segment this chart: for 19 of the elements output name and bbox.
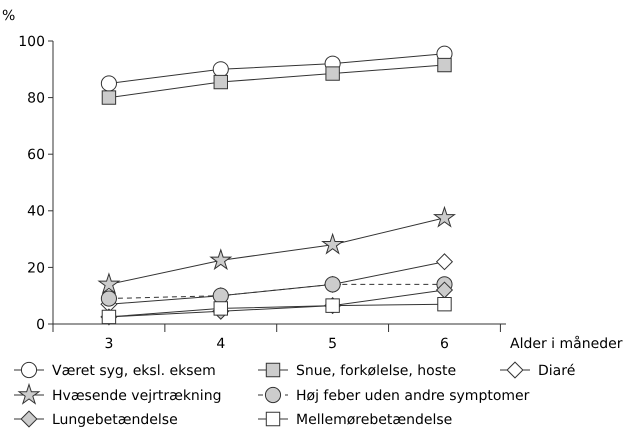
x-tick-label: 5 [328,336,338,352]
x-tick-label: 6 [440,336,450,352]
y-tick-label: 0 [36,316,45,333]
legend-label: Hvæsende vejrtrækning [52,388,222,404]
legend-label: Høj feber uden andre symptomer [296,388,530,404]
x-tick-label: 4 [216,336,226,352]
y-tick-label: 80 [27,90,45,106]
y-tick-label: 20 [27,260,45,276]
legend-label: Mellemørebetændelse [296,412,452,428]
y-tick-label: 100 [18,34,45,50]
x-tick-label: 3 [104,336,114,352]
legend-label: Diaré [538,362,576,379]
y-axis-title: % [2,8,16,24]
y-tick-label: 60 [27,147,45,164]
x-axis-title: Alder i måneder [510,335,623,352]
legend-label: Lungebetændelse [52,412,178,428]
y-tick-label: 40 [27,204,45,220]
legend-label: Snue, forkølelse, hoste [296,362,456,379]
legend-label: Været syg, eksl. eksem [52,362,216,379]
